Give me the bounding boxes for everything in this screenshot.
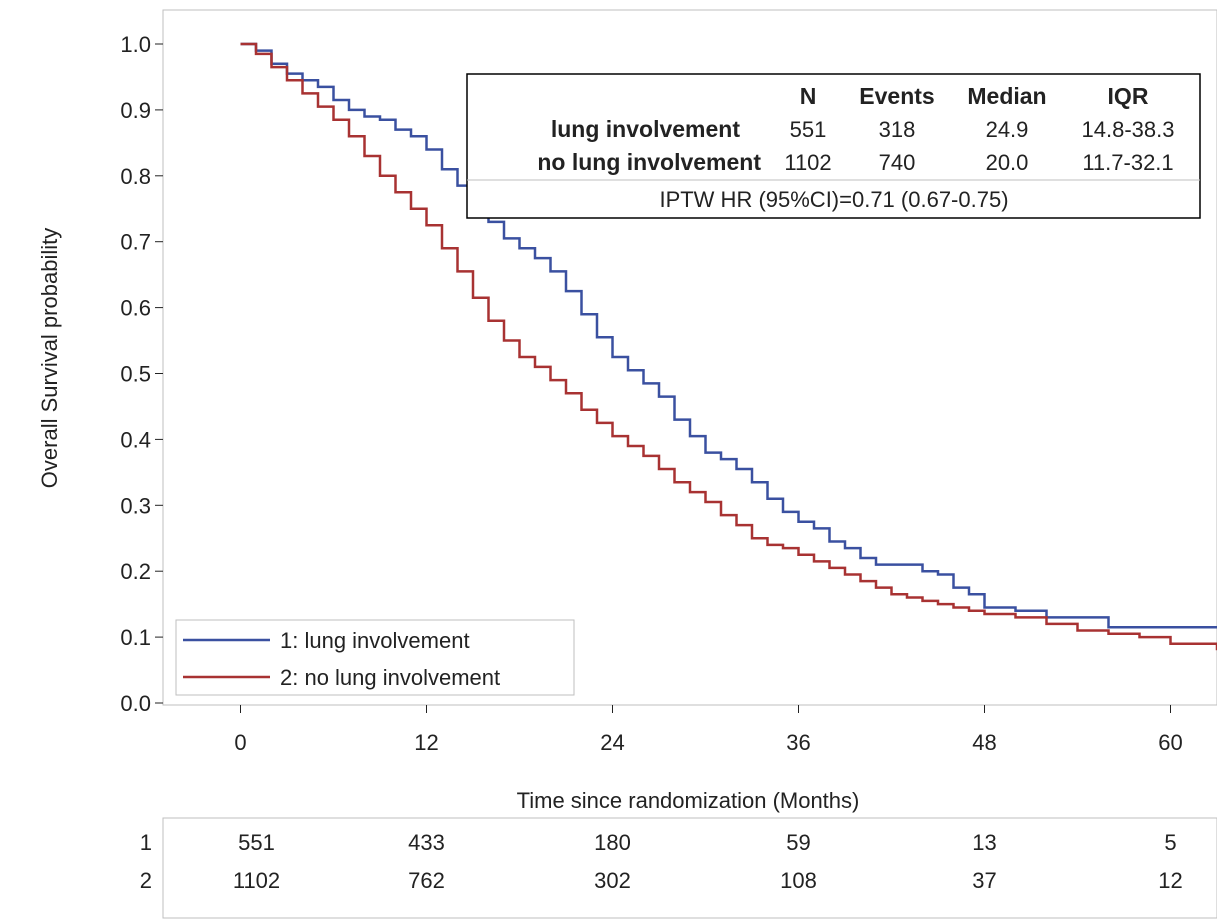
series-line-1: [240, 42, 1217, 629]
at-risk-cell: 37: [972, 868, 996, 893]
summary-row-label: lung involvement: [551, 116, 740, 142]
summary-cell: 24.9: [986, 117, 1029, 142]
x-tick-label: 36: [786, 730, 810, 755]
at-risk-cell: 302: [594, 868, 631, 893]
y-tick-label: 0.5: [120, 362, 151, 387]
x-axis-label: Time since randomization (Months): [517, 788, 860, 813]
summary-header: N: [800, 83, 817, 109]
summary-cell: 1102: [784, 150, 831, 175]
y-tick-label: 0.1: [120, 625, 151, 650]
y-tick-label: 0.3: [120, 493, 151, 518]
x-axis: 0 12 24 36 48 60: [234, 705, 1183, 755]
summary-header: Events: [859, 83, 934, 109]
at-risk-cell: 59: [786, 830, 810, 855]
y-tick-label: 0.0: [120, 691, 151, 716]
y-tick-label: 0.6: [120, 296, 151, 321]
at-risk-border: [162, 817, 1217, 919]
at-risk-cell: 551: [238, 830, 275, 855]
plot-area: [162, 9, 1217, 706]
at-risk-cell: 762: [408, 868, 445, 893]
legend: 1: lung involvement 2: no lung involvemen…: [175, 619, 575, 696]
y-tick-label: 1.0: [120, 32, 151, 57]
y-tick-label: 0.7: [120, 230, 151, 255]
at-risk-cell: 433: [408, 830, 445, 855]
legend-label-2: 2: no lung involvement: [280, 665, 500, 690]
x-tick-label: 48: [972, 730, 996, 755]
summary-header: IQR: [1108, 83, 1149, 109]
at-risk-table: 1 551 433 180 59 13 5 2 1102 762 302 108 37 12: [140, 817, 1217, 919]
y-axis: 0.0 0.1 0.2 0.3 0.4 0.5 0.6 0.7 0.8 0.9 1.0: [120, 32, 163, 716]
x-tick-label: 0: [234, 730, 246, 755]
y-tick-label: 0.9: [120, 98, 151, 123]
x-tick-label: 60: [1158, 730, 1182, 755]
at-risk-cell: 108: [780, 868, 817, 893]
legend-border: [175, 619, 575, 696]
summary-cell: 551: [790, 117, 827, 142]
summary-cell: 20.0: [986, 150, 1029, 175]
y-tick-label: 0.8: [120, 164, 151, 189]
series-group: [240, 42, 1217, 651]
summary-cell: 14.8-38.3: [1082, 117, 1175, 142]
legend-label-1: 1: lung involvement: [280, 628, 470, 653]
y-tick-label: 0.4: [120, 427, 151, 452]
at-risk-row-label: 2: [140, 868, 152, 893]
at-risk-cell: 1102: [233, 868, 280, 893]
summary-cell: 318: [879, 117, 916, 142]
at-risk-cell: 180: [594, 830, 631, 855]
at-risk-cell: 5: [1164, 830, 1176, 855]
y-axis-label: Overall Survival probability: [37, 228, 62, 488]
y-tick-label: 0.2: [120, 559, 151, 584]
series-line-2: [240, 42, 1217, 651]
summary-row-label: no lung involvement: [537, 149, 761, 175]
summary-header: Median: [967, 83, 1046, 109]
summary-table-border: [466, 73, 1201, 219]
at-risk-cell: 12: [1158, 868, 1182, 893]
at-risk-row-label: 1: [140, 830, 152, 855]
x-tick-label: 24: [600, 730, 624, 755]
summary-table: N Events Median IQR lung involvement 551 318 24…: [466, 73, 1201, 219]
at-risk-cell: 13: [972, 830, 996, 855]
summary-footnote: IPTW HR (95%CI)=0.71 (0.67-0.75): [659, 187, 1008, 212]
summary-cell: 11.7-32.1: [1082, 150, 1173, 175]
plot-border: [162, 9, 1217, 706]
x-tick-label: 12: [414, 730, 438, 755]
summary-cell: 740: [879, 150, 916, 175]
